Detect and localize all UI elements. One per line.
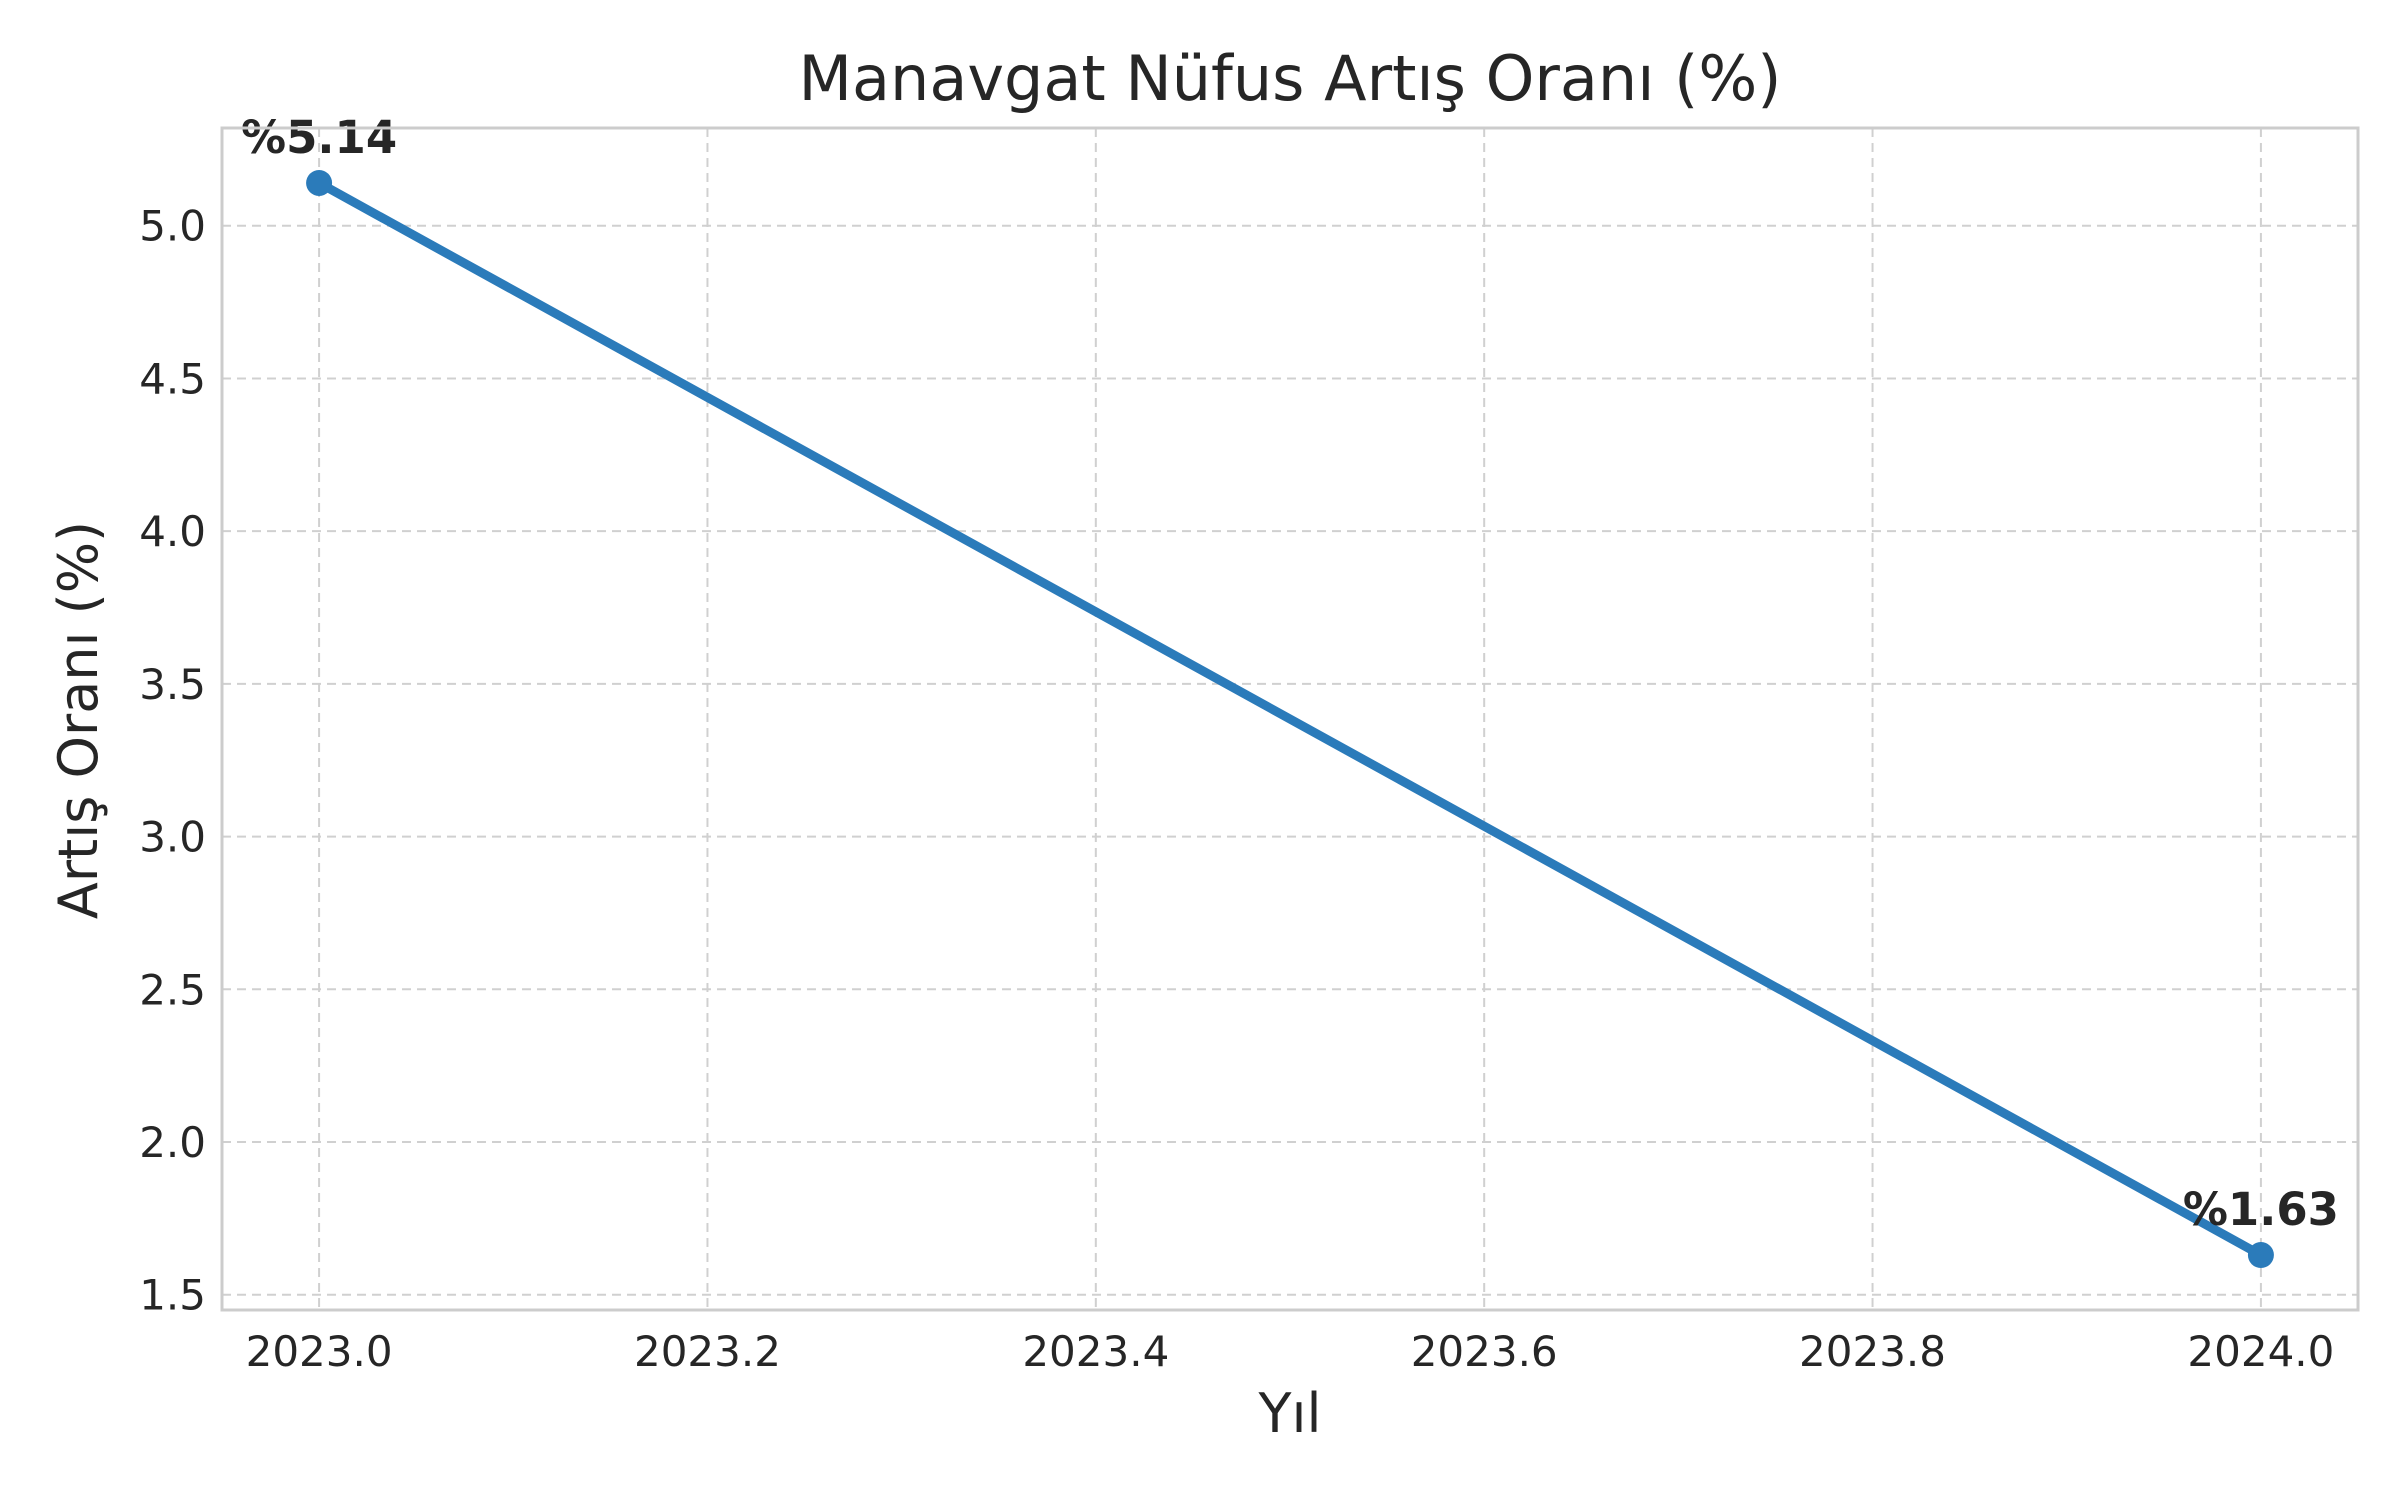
data-label: %5.14: [241, 111, 397, 164]
y-axis-ticks: 1.5 2.0 2.5 3.0 3.5 4.0 4.5 5.0: [139, 202, 206, 1320]
data-labels: %5.14 %1.63: [241, 111, 2339, 1236]
data-label: %1.63: [2183, 1183, 2339, 1236]
y-tick-label: 4.0: [139, 507, 206, 556]
series-layer: [306, 169, 2274, 1269]
data-point: [306, 169, 333, 196]
y-tick-label: 3.5: [139, 660, 206, 709]
grid-lines: [222, 128, 2358, 1310]
x-axis-label: Yıl: [1258, 1382, 1322, 1445]
y-tick-label: 2.5: [139, 965, 206, 1014]
x-axis-ticks: 2023.0 2023.2 2023.4 2023.6 2023.8 2024.0: [246, 1327, 2335, 1376]
x-tick-label: 2023.2: [634, 1327, 781, 1376]
x-tick-label: 2024.0: [2187, 1327, 2334, 1376]
plot-frame: [220, 126, 2360, 1312]
y-tick-label: 3.0: [139, 813, 206, 862]
data-point: [2247, 1242, 2274, 1269]
x-tick-label: 2023.4: [1022, 1327, 1169, 1376]
y-tick-label: 1.5: [139, 1271, 206, 1320]
x-tick-label: 2023.6: [1411, 1327, 1558, 1376]
y-tick-label: 2.0: [139, 1118, 206, 1167]
x-tick-label: 2023.0: [246, 1327, 393, 1376]
series-line: [314, 178, 2266, 1260]
x-tick-label: 2023.8: [1799, 1327, 1946, 1376]
y-axis-label: Artış Oranı (%): [47, 521, 110, 919]
y-tick-label: 4.5: [139, 354, 206, 403]
chart-title: Manavgat Nüfus Artış Oranı (%): [799, 42, 1782, 115]
y-tick-label: 5.0: [139, 202, 206, 251]
